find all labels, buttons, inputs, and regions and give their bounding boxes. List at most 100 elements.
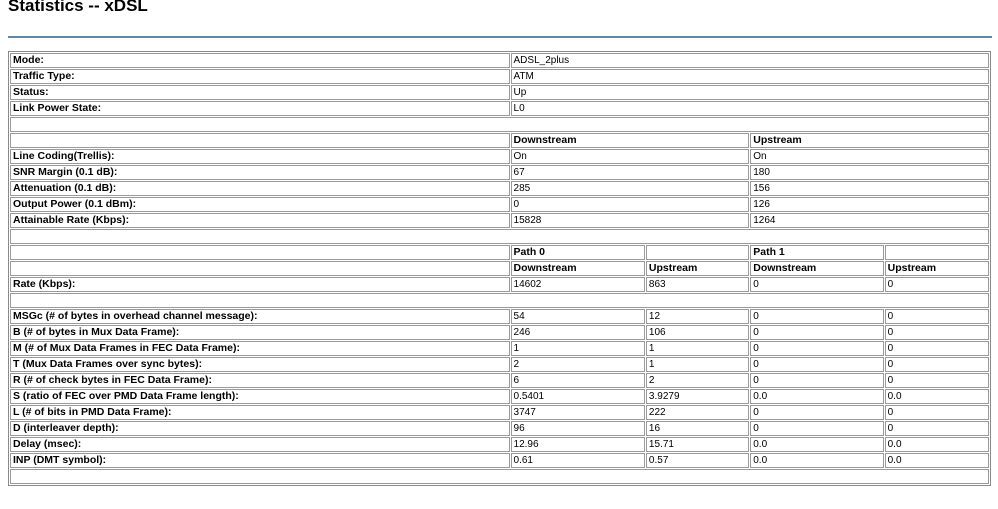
row-label: Attenuation (0.1 dB): xyxy=(10,181,510,196)
row-value: 0 xyxy=(750,341,884,356)
line-row: Output Power (0.1 dBm): 0 126 xyxy=(10,197,989,212)
row-value: 0 xyxy=(884,277,989,292)
line-row: SNR Margin (0.1 dB): 67 180 xyxy=(10,165,989,180)
row-label: Attainable Rate (Kbps): xyxy=(10,213,510,228)
row-label: MSGc (# of bytes in overhead channel mes… xyxy=(10,309,510,324)
row-label: T (Mux Data Frames over sync bytes): xyxy=(10,357,510,372)
row-label: Status: xyxy=(10,85,510,100)
path-row: M (# of Mux Data Frames in FEC Data Fram… xyxy=(10,341,989,356)
spacer-cell xyxy=(10,117,989,132)
row-value: 14602 xyxy=(510,277,645,292)
path-row: R (# of check bytes in FEC Data Frame): 6… xyxy=(10,373,989,388)
row-label: Rate (Kbps): xyxy=(10,277,510,292)
row-label: Output Power (0.1 dBm): xyxy=(10,197,510,212)
direction-header: Upstream xyxy=(884,261,989,276)
row-value: 0.57 xyxy=(645,453,750,468)
downstream-header: Downstream xyxy=(510,133,750,148)
status-row: Traffic Type: ATM xyxy=(10,69,989,84)
row-value: 6 xyxy=(510,373,645,388)
row-value: ATM xyxy=(510,69,989,84)
row-value: 15.71 xyxy=(645,437,750,452)
xdsl-statistics-table: Mode: ADSL_2plus Traffic Type: ATM Status: Up… xyxy=(8,51,991,486)
downstream-value: 15828 xyxy=(510,213,750,228)
row-value: 96 xyxy=(510,421,645,436)
row-value: L0 xyxy=(510,101,989,116)
title-divider xyxy=(8,36,992,38)
empty-header xyxy=(10,133,510,148)
upstream-value: 180 xyxy=(750,165,989,180)
row-label: Link Power State: xyxy=(10,101,510,116)
row-value: 0 xyxy=(750,357,884,372)
row-value: 0.0 xyxy=(750,389,884,404)
empty-header xyxy=(10,245,510,260)
row-value: 0.0 xyxy=(750,437,884,452)
row-value: 0.0 xyxy=(884,437,989,452)
row-value: 1 xyxy=(510,341,645,356)
upstream-value: 1264 xyxy=(750,213,989,228)
row-label: L (# of bits in PMD Data Frame): xyxy=(10,405,510,420)
path-row: B (# of bytes in Mux Data Frame): 246 106 0… xyxy=(10,325,989,340)
row-value: 0 xyxy=(750,277,884,292)
row-value: 12.96 xyxy=(510,437,645,452)
row-value: 0 xyxy=(884,357,989,372)
row-value: 0 xyxy=(750,421,884,436)
path-row: Delay (msec): 12.96 15.71 0.0 0.0 xyxy=(10,437,989,452)
row-value: 2 xyxy=(510,357,645,372)
row-label: Delay (msec): xyxy=(10,437,510,452)
row-value: 0 xyxy=(884,325,989,340)
row-value: 0.5401 xyxy=(510,389,645,404)
downstream-value: 285 xyxy=(510,181,750,196)
row-value: 0 xyxy=(884,373,989,388)
downstream-value: 0 xyxy=(510,197,750,212)
row-value: ADSL_2plus xyxy=(510,53,989,68)
row-value: 246 xyxy=(510,325,645,340)
path-header xyxy=(645,245,750,260)
row-label: D (interleaver depth): xyxy=(10,421,510,436)
page-title: Statistics -- xDSL xyxy=(8,0,148,15)
row-value: 12 xyxy=(645,309,750,324)
path-row: S (ratio of FEC over PMD Data Frame leng… xyxy=(10,389,989,404)
upstream-value: 156 xyxy=(750,181,989,196)
row-value: 3747 xyxy=(510,405,645,420)
row-label: Line Coding(Trellis): xyxy=(10,149,510,164)
row-value: 863 xyxy=(645,277,750,292)
spacer-cell xyxy=(10,229,989,244)
row-label: R (# of check bytes in FEC Data Frame): xyxy=(10,373,510,388)
spacer-row xyxy=(10,229,989,244)
row-value: 0 xyxy=(884,405,989,420)
row-value: 0 xyxy=(884,309,989,324)
direction-header: Downstream xyxy=(510,261,645,276)
row-label: Traffic Type: xyxy=(10,69,510,84)
spacer-row xyxy=(10,117,989,132)
spacer-cell xyxy=(10,293,989,308)
row-value: 0.0 xyxy=(884,389,989,404)
path-row: T (Mux Data Frames over sync bytes): 2 1 0 0 xyxy=(10,357,989,372)
row-value: 0 xyxy=(750,325,884,340)
row-value: 1 xyxy=(645,341,750,356)
spacer-cell xyxy=(10,469,989,484)
path-row: INP (DMT symbol): 0.61 0.57 0.0 0.0 xyxy=(10,453,989,468)
empty-header xyxy=(10,261,510,276)
row-label: SNR Margin (0.1 dB): xyxy=(10,165,510,180)
row-value: 0 xyxy=(750,373,884,388)
row-label: M (# of Mux Data Frames in FEC Data Fram… xyxy=(10,341,510,356)
path-header xyxy=(884,245,989,260)
row-value: 0.0 xyxy=(884,453,989,468)
spacer-row xyxy=(10,469,989,484)
downstream-value: 67 xyxy=(510,165,750,180)
upstream-value: On xyxy=(750,149,989,164)
path-header: Path 1 xyxy=(750,245,884,260)
line-row: Attainable Rate (Kbps): 15828 1264 xyxy=(10,213,989,228)
row-value: 54 xyxy=(510,309,645,324)
direction-header: Downstream xyxy=(750,261,884,276)
row-value: 3.9279 xyxy=(645,389,750,404)
path-row: MSGc (# of bytes in overhead channel mes… xyxy=(10,309,989,324)
row-value: 222 xyxy=(645,405,750,420)
direction-header-row: Downstream Upstream Downstream Upstream xyxy=(10,261,989,276)
row-value: 16 xyxy=(645,421,750,436)
row-value: 0 xyxy=(750,309,884,324)
row-value: 2 xyxy=(645,373,750,388)
row-label: S (ratio of FEC over PMD Data Frame leng… xyxy=(10,389,510,404)
path-header-row: Path 0 Path 1 xyxy=(10,245,989,260)
rate-row: Rate (Kbps): 14602 863 0 0 xyxy=(10,277,989,292)
